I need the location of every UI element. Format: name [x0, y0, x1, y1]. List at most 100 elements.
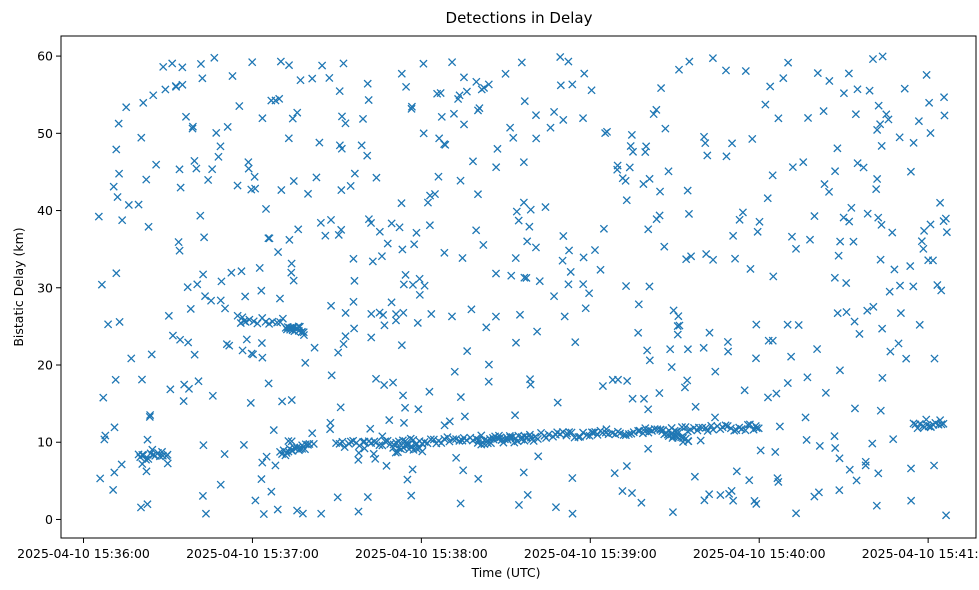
data-point [164, 311, 173, 320]
data-point [787, 352, 796, 361]
data-point [261, 204, 271, 214]
data-point [176, 335, 185, 344]
data-point [579, 280, 588, 289]
data-point [491, 312, 500, 321]
data-point [839, 213, 848, 222]
data-point [673, 322, 682, 331]
data-point [559, 115, 568, 124]
data-point [506, 123, 515, 132]
data-point [702, 249, 711, 259]
data-point [593, 430, 602, 439]
data-point [380, 321, 389, 330]
data-point [258, 353, 267, 362]
data-point [239, 440, 248, 449]
data-point [682, 255, 691, 264]
data-point [371, 374, 381, 383]
data-point [926, 220, 935, 229]
data-point [441, 140, 450, 149]
data-point [669, 306, 678, 315]
data-point [220, 450, 229, 459]
data-point [334, 230, 343, 239]
data-point [212, 128, 221, 137]
data-point [661, 124, 670, 133]
data-point [398, 391, 408, 400]
data-point [909, 138, 918, 147]
data-point [753, 227, 762, 236]
data-point [244, 164, 253, 173]
data-point [100, 435, 109, 444]
data-point [419, 59, 428, 68]
data-point [783, 379, 792, 388]
data-point [598, 428, 607, 437]
data-point [364, 215, 373, 224]
data-point [644, 225, 653, 234]
data-point [723, 337, 732, 346]
data-point [675, 321, 684, 330]
data-point [204, 175, 213, 184]
data-point [363, 492, 372, 502]
data-point [262, 452, 271, 461]
data-point [769, 272, 778, 281]
data-point [375, 441, 384, 450]
data-point [774, 114, 783, 123]
data-point [238, 346, 247, 355]
data-point [200, 233, 209, 242]
data-point [874, 213, 883, 222]
data-point [886, 347, 895, 356]
data-point [803, 113, 813, 123]
data-point [459, 120, 469, 129]
data-point [414, 405, 423, 414]
x-tick-label: 2025-04-10 15:41:00 [862, 546, 979, 561]
data-point [294, 225, 303, 234]
data-point [375, 227, 384, 236]
data-point [895, 133, 904, 142]
data-point [399, 280, 408, 289]
y-tick-label: 40 [37, 203, 53, 218]
data-point [578, 114, 588, 123]
data-point [325, 73, 334, 82]
data-point [139, 451, 148, 460]
data-point [732, 467, 741, 476]
data-point [885, 287, 894, 296]
data-point [484, 80, 493, 89]
data-point [621, 282, 631, 291]
y-tick-label: 0 [45, 512, 53, 527]
data-point [109, 182, 118, 191]
data-point [216, 296, 225, 305]
data-point [168, 331, 177, 340]
data-point [383, 239, 392, 248]
data-point [835, 486, 844, 495]
data-point [531, 243, 541, 252]
data-point [258, 458, 267, 467]
data-point [456, 176, 465, 185]
data-point [249, 317, 258, 326]
data-point [181, 112, 191, 121]
data-point [868, 439, 877, 448]
data-point [341, 308, 350, 317]
data-point [511, 411, 520, 420]
data-point [523, 237, 532, 246]
data-point [768, 336, 777, 345]
data-point [685, 57, 694, 66]
data-point [468, 157, 478, 166]
data-point [210, 53, 219, 62]
data-point [276, 57, 285, 66]
y-tick-label: 30 [37, 280, 53, 295]
data-point [473, 190, 483, 199]
y-tick-label: 60 [37, 49, 53, 64]
data-point [783, 320, 792, 329]
data-point [716, 490, 725, 500]
data-point [677, 433, 686, 442]
data-point [326, 418, 335, 427]
data-point [567, 428, 576, 437]
data-point [397, 199, 406, 208]
data-point [566, 267, 575, 276]
data-point [255, 263, 264, 273]
data-point [146, 410, 155, 420]
data-point [876, 255, 885, 264]
data-point [228, 71, 237, 81]
data-point [799, 158, 808, 167]
data-point [684, 209, 694, 218]
data-point [740, 386, 749, 395]
data-point [936, 198, 945, 207]
